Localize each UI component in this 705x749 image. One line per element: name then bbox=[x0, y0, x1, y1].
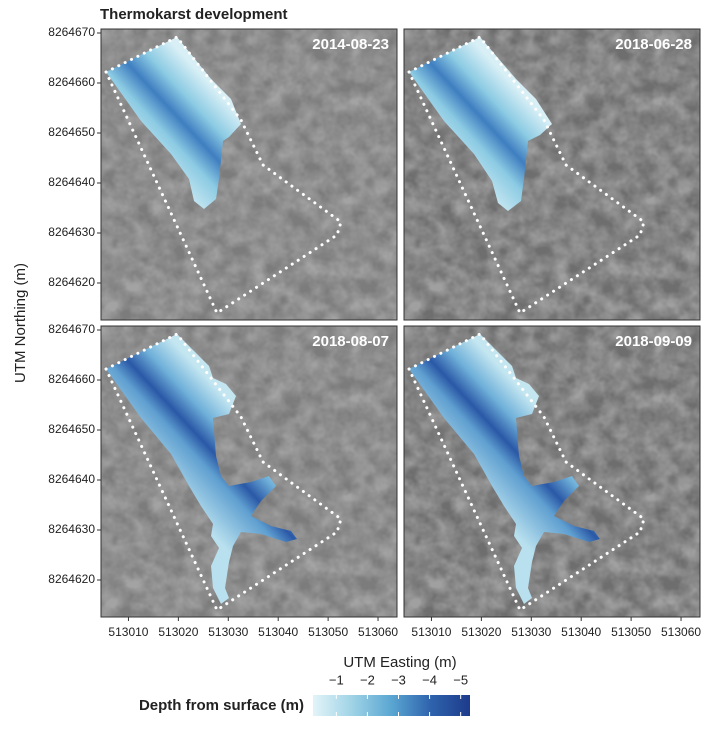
colorbar-label: −1 bbox=[329, 672, 344, 687]
y-tick-label: 8264630 bbox=[48, 225, 95, 239]
y-tick-label: 8264630 bbox=[48, 522, 95, 536]
x-tick-label: 513050 bbox=[308, 625, 348, 639]
map-panel: 2018-08-07 bbox=[100, 325, 398, 618]
x-tick-label: 513030 bbox=[511, 625, 551, 639]
y-tick-label: 8264640 bbox=[48, 175, 95, 189]
map-panel: 2018-06-28 bbox=[403, 28, 701, 321]
colorbar-label: −2 bbox=[360, 672, 375, 687]
x-tick-label: 513010 bbox=[411, 625, 451, 639]
y-axis-label: UTM Northing (m) bbox=[12, 263, 29, 383]
panel-border bbox=[100, 28, 398, 321]
colorbar-label: −4 bbox=[422, 672, 437, 687]
y-tick-label: 8264650 bbox=[48, 125, 95, 139]
y-tick-label: 8264650 bbox=[48, 422, 95, 436]
y-tick-label: 8264670 bbox=[48, 322, 95, 336]
panel-label: 2014-08-23 bbox=[312, 36, 389, 53]
panel-label: 2018-08-07 bbox=[312, 333, 389, 350]
panel-border bbox=[403, 28, 701, 321]
panel-border bbox=[100, 325, 398, 618]
title: Thermokarst development bbox=[100, 6, 288, 23]
colorbar-label: −3 bbox=[391, 672, 406, 687]
x-tick-label: 513060 bbox=[358, 625, 398, 639]
legend-title: Depth from surface (m) bbox=[139, 697, 304, 714]
x-axis-label: UTM Easting (m) bbox=[343, 654, 456, 671]
x-tick-label: 513040 bbox=[258, 625, 298, 639]
panel-border bbox=[403, 325, 701, 618]
panel-label: 2018-06-28 bbox=[615, 36, 692, 53]
x-tick-label: 513060 bbox=[661, 625, 701, 639]
map-panel: 2018-09-09 bbox=[403, 325, 701, 618]
y-tick-label: 8264620 bbox=[48, 572, 95, 586]
x-tick-label: 513050 bbox=[611, 625, 651, 639]
x-tick-label: 513020 bbox=[158, 625, 198, 639]
map-panel: 2014-08-23 bbox=[100, 28, 398, 321]
y-tick-label: 8264670 bbox=[48, 25, 95, 39]
y-tick-label: 8264640 bbox=[48, 472, 95, 486]
y-tick-label: 8264660 bbox=[48, 75, 95, 89]
y-tick-label: 8264660 bbox=[48, 372, 95, 386]
y-tick-label: 8264620 bbox=[48, 275, 95, 289]
panel-label: 2018-09-09 bbox=[615, 333, 692, 350]
x-tick-label: 513030 bbox=[208, 625, 248, 639]
colorbar bbox=[313, 695, 470, 716]
x-tick-label: 513020 bbox=[461, 625, 501, 639]
x-tick-label: 513010 bbox=[108, 625, 148, 639]
colorbar-label: −5 bbox=[453, 672, 468, 687]
x-tick-label: 513040 bbox=[561, 625, 601, 639]
